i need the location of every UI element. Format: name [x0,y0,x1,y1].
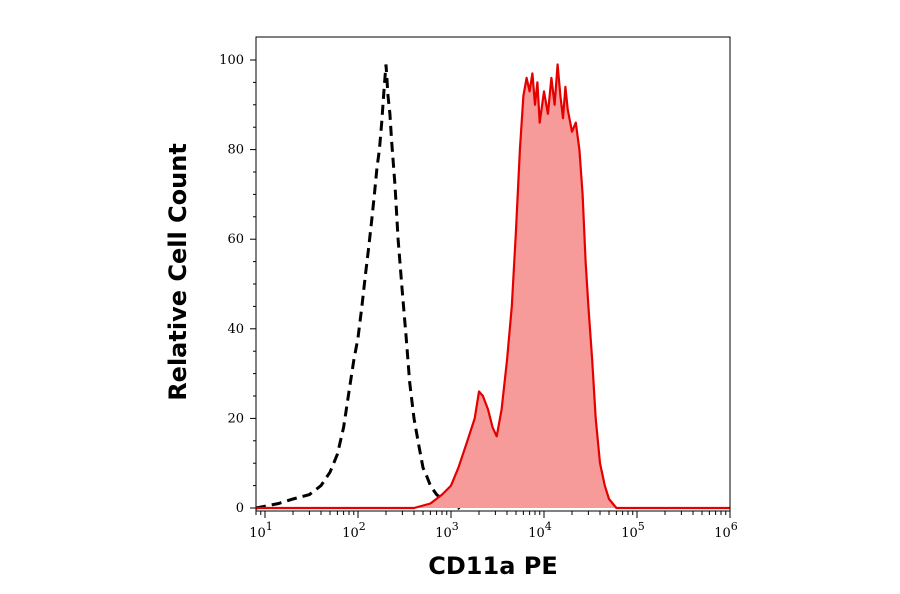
y-tick-label: 20 [227,411,244,426]
series-1-area [256,64,730,508]
axes: 0 20 40 60 80 100 101 102 103 104 105 106 [219,53,738,541]
series-0-line [255,64,480,510]
y-tick-label: 60 [227,232,244,247]
plot-area [255,63,730,510]
x-tick-label: 104 [528,520,552,541]
plot-frame [255,36,731,512]
x-tick-label: 101 [249,520,273,541]
y-tick-label: 100 [219,53,244,68]
x-tick-label: 102 [342,520,366,541]
y-tick-label: 0 [236,501,244,516]
y-axis-title: Relative Cell Count [164,143,192,401]
x-tick-label: 103 [435,520,459,541]
series-1-line [256,63,730,510]
y-tick-label: 80 [227,143,244,158]
x-tick-label: 105 [621,520,645,541]
x-axis-title: CD11a PE [428,552,557,580]
x-tick-label: 106 [714,520,738,541]
y-tick-label: 40 [227,322,244,337]
